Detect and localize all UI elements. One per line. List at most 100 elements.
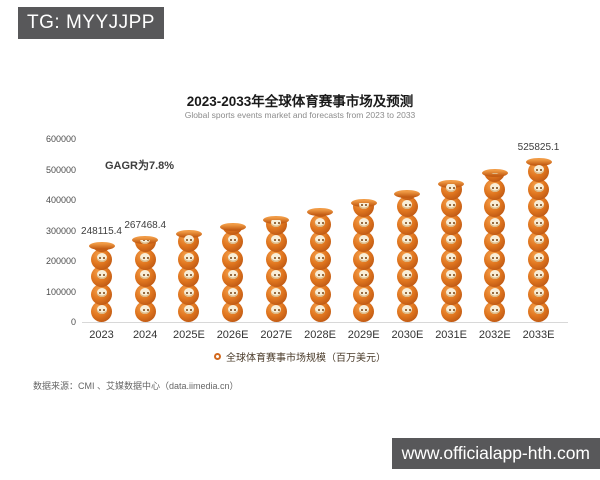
ball-icon	[353, 301, 375, 322]
bar-2030E	[394, 189, 421, 322]
bar-2028E	[307, 207, 333, 322]
bar-value-label: 525825.1	[517, 141, 560, 153]
ball-icon	[396, 301, 418, 322]
bar-ball-stack	[440, 184, 462, 322]
x-tick-label: 2031E	[435, 329, 467, 341]
ball-icon	[353, 248, 375, 270]
ball-icon	[134, 301, 156, 322]
ball-icon	[222, 301, 244, 322]
ball-icon	[353, 213, 375, 235]
bar-value-label: 248115.4	[81, 226, 122, 238]
ball-icon	[440, 301, 462, 322]
ball-icon	[484, 283, 506, 305]
ball-icon	[484, 231, 506, 252]
ball-icon	[440, 266, 462, 287]
ball-icon	[309, 301, 331, 322]
y-tick-label: 300000	[45, 225, 76, 236]
x-tick-label: 2028E	[304, 329, 336, 341]
website-watermark-badge: www.officialapp-hth.com	[391, 438, 600, 469]
ball-icon	[265, 266, 287, 287]
ball-icon	[265, 301, 287, 322]
ball-icon	[484, 266, 506, 287]
ball-icon	[353, 283, 375, 305]
legend-marker-icon	[214, 353, 221, 360]
bar-2029E	[350, 199, 377, 322]
ball-icon	[396, 248, 418, 270]
ball-icon	[528, 231, 549, 252]
ball-icon	[222, 231, 244, 252]
ball-icon	[309, 283, 331, 305]
ball-icon	[396, 196, 418, 217]
ball-icon	[440, 184, 462, 200]
bar-top-cap	[219, 223, 246, 232]
ball-icon	[484, 301, 506, 322]
bar-top-cap	[394, 189, 421, 198]
ball-icon	[91, 266, 112, 287]
bar-2023	[88, 242, 115, 322]
ball-icon	[353, 266, 375, 287]
chart-title: 2023-2033年全球体育赛事市场及预测	[186, 94, 414, 109]
ball-icon	[178, 301, 200, 322]
plot-area: 248115.4 267468.4 525825.1	[81, 139, 568, 323]
bar-top-cap	[525, 157, 552, 166]
bar-ball-stack	[309, 211, 331, 322]
bar-value-label: 267468.4	[124, 220, 167, 232]
ball-icon	[396, 266, 418, 287]
bar-ball-stack	[484, 173, 506, 322]
bar-ball-stack	[91, 246, 112, 322]
ball-icon	[91, 301, 112, 322]
ball-icon	[265, 283, 287, 305]
ball-icon	[528, 266, 549, 287]
ball-icon	[134, 266, 156, 287]
data-source-note: 数据来源：CMI 、艾媒数据中心（data.iimedia.cn）	[33, 381, 239, 391]
bar-ball-stack	[178, 234, 200, 322]
bar-top-cap	[307, 207, 333, 216]
ball-icon	[178, 283, 200, 305]
bar-ball-stack	[353, 203, 375, 322]
ball-icon	[309, 266, 331, 287]
ball-icon	[484, 213, 506, 235]
ball-icon	[484, 173, 506, 182]
ball-icon	[309, 231, 331, 252]
ball-icon	[309, 248, 331, 270]
bar-ball-stack	[222, 227, 244, 322]
x-tick-label: 2024	[132, 329, 158, 341]
bar-ball-stack	[528, 161, 549, 322]
bar-2027E	[263, 215, 290, 322]
x-tick-label: 2032E	[478, 329, 511, 341]
x-tick-label: 2025E	[172, 329, 205, 341]
ball-icon	[222, 283, 244, 305]
ball-icon	[528, 178, 549, 200]
legend-label: 全球体育赛事市场规模（百万美元）	[226, 353, 386, 364]
ball-icon	[265, 231, 287, 252]
bar-2024	[132, 236, 159, 322]
ball-icon	[178, 234, 200, 252]
ball-icon	[528, 301, 549, 322]
y-tick-label: 500000	[45, 164, 76, 175]
bar-top-cap	[88, 242, 115, 251]
ball-icon	[91, 248, 112, 270]
ball-icon	[134, 240, 156, 252]
y-tick-label: 100000	[45, 286, 76, 297]
y-axis: 600000 500000 400000 300000 200000 100000 0	[22, 134, 76, 327]
x-tick-label: 2030E	[391, 329, 424, 341]
ball-icon	[440, 213, 462, 235]
ball-icon	[528, 283, 549, 305]
bar-ball-stack	[265, 219, 287, 322]
x-axis: 2023 2024 2025E 2026E 2027E 2028E 2029E 2030E 20…	[82, 329, 568, 345]
bar-2025E	[175, 230, 202, 322]
ball-icon	[440, 248, 462, 270]
ball-icon	[309, 213, 331, 235]
bar-ball-stack	[134, 240, 156, 322]
ball-icon	[440, 283, 462, 305]
chart-legend: 全球体育赛事市场规模（百万美元）	[0, 349, 600, 364]
bar-2026E	[219, 223, 246, 322]
ball-icon	[222, 248, 244, 270]
telegram-watermark-badge: TG: MYYJJPP	[18, 7, 164, 39]
y-tick-label: 200000	[45, 256, 76, 266]
bar-2032E	[481, 169, 508, 322]
y-tick-label: 600000	[45, 134, 76, 144]
ball-icon	[265, 248, 287, 270]
bar-ball-stack	[396, 193, 418, 322]
ball-icon	[440, 231, 462, 252]
